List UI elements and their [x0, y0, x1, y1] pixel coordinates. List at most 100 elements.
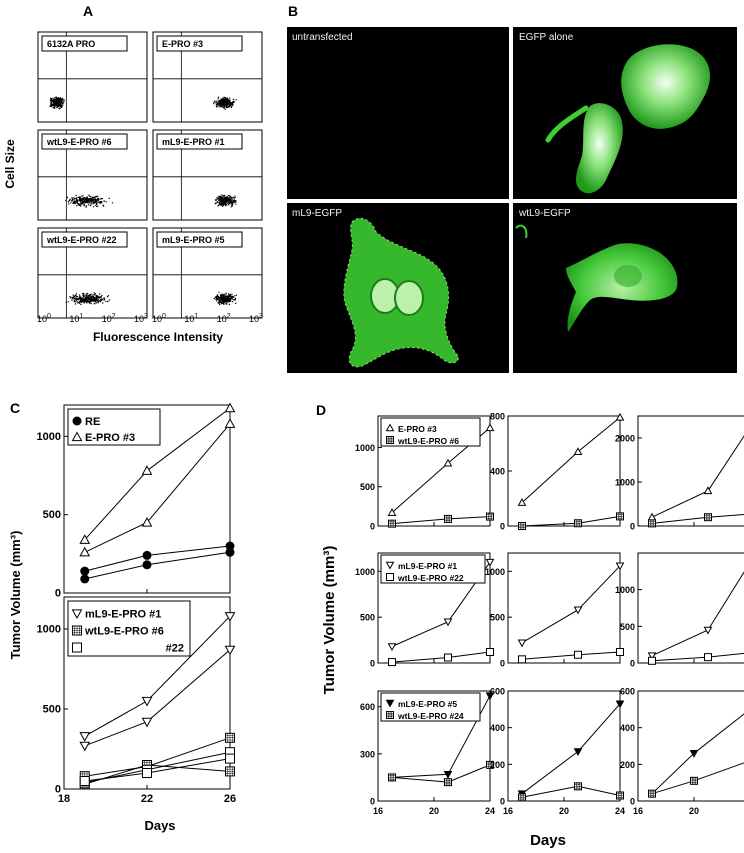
x-tick-label: 16 — [373, 806, 383, 816]
data-point — [142, 560, 152, 570]
data-point — [444, 514, 452, 523]
data-point — [518, 793, 526, 802]
y-tick-label: 400 — [490, 723, 505, 733]
data-point — [690, 776, 698, 785]
legend-marker — [386, 573, 394, 581]
data-point — [574, 650, 582, 659]
data-point — [79, 546, 91, 557]
data-point — [616, 512, 624, 521]
data-point — [387, 643, 397, 652]
panel-a-flow-cytometry: 6132A PRO E-PRO #3 wtL9-E-PRO #6 mL9-E-PRO … — [37, 31, 263, 324]
x-tick-label: 26 — [224, 793, 236, 805]
data-point — [141, 465, 153, 475]
facs-label: mL9-E-PRO #5 — [162, 235, 225, 245]
y-tick-label: 500 — [490, 613, 505, 623]
facs-event-cloud — [65, 194, 114, 208]
y-tick-label: 0 — [630, 522, 635, 532]
panel-a-x-label: Fluorescence Intensity — [93, 330, 223, 344]
data-point — [647, 652, 657, 661]
y-tick-label: 500 — [620, 622, 635, 632]
data-point — [573, 606, 583, 615]
data-point — [485, 558, 495, 567]
x-tick-label: 16 — [633, 806, 643, 816]
series-line — [521, 417, 621, 503]
series-line — [391, 764, 491, 783]
data-point — [615, 700, 625, 709]
data-point — [517, 498, 527, 506]
data-point — [704, 653, 712, 662]
wtl9-egfp-cell — [515, 224, 678, 332]
data-point — [703, 626, 713, 635]
series-line — [391, 516, 491, 525]
legend-label: E-PRO #3 — [398, 424, 437, 434]
series-line — [521, 565, 621, 644]
facs-label-box — [41, 35, 128, 52]
y-tick-label: 0 — [500, 797, 505, 807]
data-point — [689, 750, 699, 758]
legend-box — [67, 408, 161, 446]
facs-label-box — [156, 35, 243, 52]
panel-letter-d: D — [316, 402, 326, 418]
micrograph-egfp-alone — [513, 27, 737, 199]
data-point — [616, 648, 624, 656]
facs-label: wtL9-E-PRO #22 — [46, 235, 117, 245]
data-point — [141, 696, 153, 707]
legend-marker — [72, 416, 82, 426]
data-point — [443, 770, 453, 779]
facs-plot: wtL9-E-PRO #6 — [37, 129, 148, 221]
panel-d-tumor-growth-grid: 0 500 1000 E-PRO #3 wtL9-E-PRO #6 0 400 800 0 100… — [355, 412, 744, 817]
chart-d-r1c3: 0 1000 2000 — [615, 415, 744, 532]
plot-frame — [507, 415, 621, 527]
legend-label: wtL9-E-PRO #6 — [84, 626, 164, 638]
x-tick-label: 20 — [429, 806, 439, 816]
legend-marker — [72, 625, 82, 636]
chart-d-r1c2: 0 400 800 — [490, 412, 625, 532]
micrograph-label-wtl9-egfp: wtL9-EGFP — [518, 208, 571, 219]
legend-label: mL9-E-PRO #1 — [85, 609, 161, 621]
y-tick-label: 1000 — [485, 567, 505, 577]
data-point — [388, 658, 396, 667]
legend-marker — [71, 609, 83, 620]
facs-event-cloud — [213, 96, 237, 110]
data-point — [485, 692, 495, 701]
y-tick-label: 500 — [43, 509, 61, 521]
ml9-egfp-nucleus-right — [394, 280, 424, 316]
y-tick-label: 600 — [360, 702, 375, 712]
y-tick-label: 0 — [630, 659, 635, 669]
data-point — [224, 612, 236, 622]
panel-c-y-label: Tumor Volume (mm³) — [8, 531, 23, 660]
legend-box — [67, 600, 191, 657]
micrograph-untransfected — [287, 27, 509, 199]
data-point — [517, 639, 527, 648]
panel-d-x-label: Days — [530, 832, 566, 849]
data-point — [648, 519, 656, 528]
data-point — [486, 760, 494, 769]
y-tick-label: 400 — [490, 467, 505, 477]
chart-d-r2c2: 0 500 1000 — [485, 552, 625, 669]
chart-d-r2c3: 0 500 1000 — [615, 552, 744, 669]
legend-label: mL9-E-PRO #1 — [398, 561, 457, 571]
legend-marker — [385, 699, 395, 708]
facs-plot: mL9-E-PRO #5 — [152, 227, 263, 319]
data-point — [224, 418, 236, 428]
data-point — [615, 562, 625, 571]
data-point — [443, 458, 453, 467]
data-point — [485, 423, 495, 432]
facs-tick-label: 100 — [152, 313, 166, 324]
y-tick-label: 400 — [620, 723, 635, 733]
data-point — [444, 653, 452, 662]
micrograph-label-egfp-alone: EGFP alone — [519, 32, 574, 43]
legend-label: wtL9-E-PRO #22 — [397, 573, 464, 583]
facs-tick-label: 102 — [102, 313, 116, 324]
chart-d-r3c2: 0 200 400 600 16 20 24 — [490, 687, 625, 817]
data-point — [224, 645, 236, 656]
facs-label: mL9-E-PRO #1 — [162, 137, 225, 147]
chart-d-r1c1: 0 500 1000 E-PRO #3 wtL9-E-PRO #6 — [355, 415, 495, 532]
data-point — [141, 717, 153, 728]
panel-c-tumor-growth: 0 500 1000 RE E-PRO #3 0 500 1000 18 22 26 mL9-E-PR… — [37, 402, 236, 805]
y-tick-label: 1000 — [355, 567, 375, 577]
legend-box — [380, 417, 481, 447]
series-line — [84, 545, 231, 572]
y-tick-label: 0 — [55, 588, 61, 600]
panel-c-x-label: Days — [144, 818, 175, 833]
